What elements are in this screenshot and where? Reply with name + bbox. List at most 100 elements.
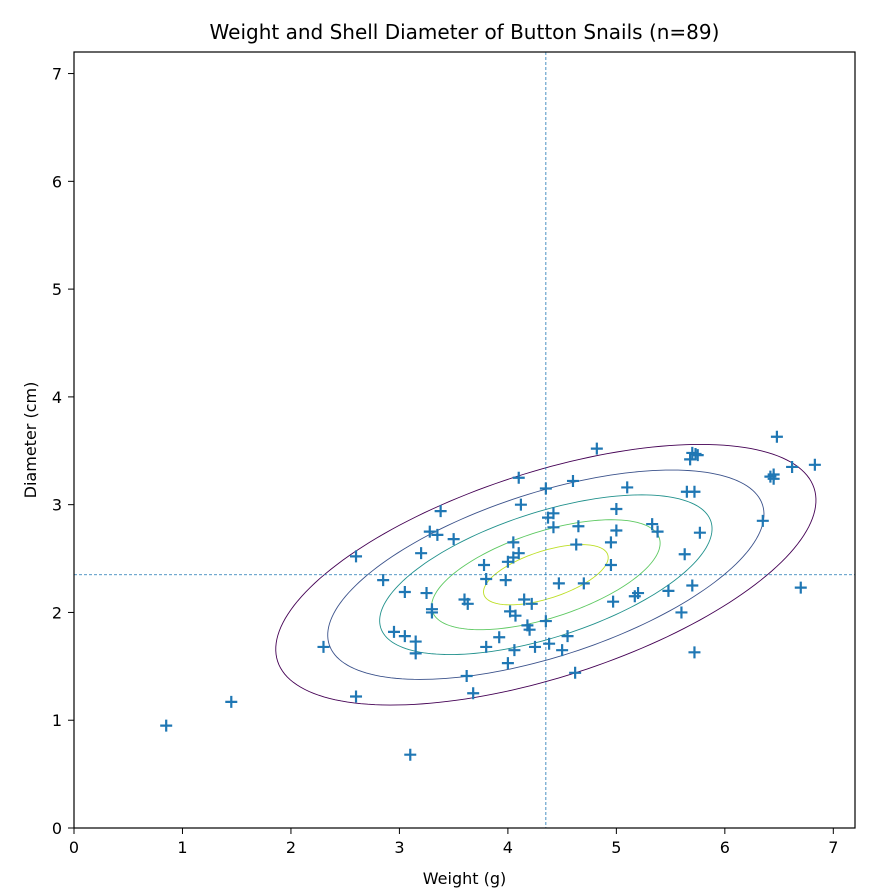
contour-line bbox=[327, 469, 765, 680]
plot-area: 0 1 2 3 4 5 6 7 0 1 2 3 4 5 6 7 bbox=[52, 51, 856, 857]
contour-line bbox=[275, 443, 817, 706]
data-point bbox=[317, 640, 330, 653]
data-point bbox=[561, 630, 574, 643]
x-tick-label: 5 bbox=[611, 838, 621, 857]
data-point bbox=[415, 547, 428, 560]
data-point bbox=[434, 505, 447, 518]
data-point bbox=[350, 550, 363, 563]
data-point bbox=[621, 481, 634, 494]
data-point bbox=[547, 507, 560, 520]
data-point bbox=[610, 502, 623, 515]
data-point bbox=[350, 690, 363, 703]
data-point bbox=[431, 528, 444, 541]
data-point bbox=[460, 670, 473, 683]
data-point bbox=[662, 584, 675, 597]
data-point bbox=[590, 442, 603, 455]
data-point bbox=[404, 748, 417, 761]
data-point bbox=[509, 609, 522, 622]
data-point bbox=[461, 597, 474, 610]
data-point bbox=[607, 595, 620, 608]
x-tick-label: 3 bbox=[394, 838, 404, 857]
data-point bbox=[756, 514, 769, 527]
data-point bbox=[480, 640, 493, 653]
data-point bbox=[684, 453, 697, 466]
y-tick-label: 0 bbox=[52, 819, 62, 838]
y-tick-label: 4 bbox=[52, 388, 62, 407]
data-point bbox=[478, 559, 491, 572]
data-point bbox=[688, 646, 701, 659]
x-tick-label: 1 bbox=[177, 838, 187, 857]
data-point bbox=[447, 533, 460, 546]
data-point bbox=[501, 657, 514, 670]
data-point bbox=[632, 587, 645, 600]
data-point bbox=[420, 587, 433, 600]
data-point bbox=[398, 630, 411, 643]
data-point bbox=[409, 647, 422, 660]
data-point bbox=[543, 637, 556, 650]
data-point bbox=[518, 593, 531, 606]
data-point bbox=[604, 559, 617, 572]
x-tick-label: 6 bbox=[720, 838, 730, 857]
data-point bbox=[572, 520, 585, 533]
data-point bbox=[514, 498, 527, 511]
x-tick-label: 0 bbox=[69, 838, 79, 857]
data-point bbox=[539, 482, 552, 495]
data-point bbox=[678, 548, 691, 561]
data-point bbox=[556, 644, 569, 657]
data-point bbox=[767, 472, 780, 485]
data-point bbox=[604, 536, 617, 549]
data-point bbox=[691, 449, 704, 462]
data-point bbox=[770, 430, 783, 443]
data-point bbox=[808, 458, 821, 471]
x-tick-label: 2 bbox=[286, 838, 296, 857]
data-point bbox=[794, 581, 807, 594]
data-point bbox=[525, 597, 538, 610]
y-tick-label: 1 bbox=[52, 711, 62, 730]
y-tick-label: 6 bbox=[52, 172, 62, 191]
data-point bbox=[225, 695, 238, 708]
x-tick-label: 7 bbox=[828, 838, 838, 857]
data-point bbox=[493, 631, 506, 644]
data-point bbox=[566, 474, 579, 487]
data-point bbox=[786, 460, 799, 473]
data-point bbox=[646, 518, 659, 531]
contour-line bbox=[379, 494, 713, 656]
y-tick-label: 2 bbox=[52, 603, 62, 622]
data-point bbox=[523, 623, 536, 636]
plot-frame bbox=[73, 51, 856, 829]
data-point bbox=[398, 585, 411, 598]
data-point bbox=[610, 524, 623, 537]
data-point bbox=[467, 687, 480, 700]
data-point bbox=[423, 525, 436, 538]
data-point bbox=[409, 635, 422, 648]
data-point bbox=[552, 577, 565, 590]
data-point bbox=[512, 547, 525, 560]
data-point bbox=[425, 606, 438, 619]
data-point bbox=[507, 536, 520, 549]
y-axis-label: Diameter (cm) bbox=[21, 382, 40, 499]
y-tick-label: 5 bbox=[52, 280, 62, 299]
data-point bbox=[480, 573, 493, 586]
data-point bbox=[570, 538, 583, 551]
data-point bbox=[508, 644, 521, 657]
data-point bbox=[539, 615, 552, 628]
data-point bbox=[688, 485, 701, 498]
data-point bbox=[499, 574, 512, 587]
data-point bbox=[547, 521, 560, 534]
data-point bbox=[693, 526, 706, 539]
data-point bbox=[512, 471, 525, 484]
y-tick-label: 3 bbox=[52, 496, 62, 515]
data-point bbox=[377, 574, 390, 587]
x-axis-label: Weight (g) bbox=[423, 869, 506, 888]
data-point bbox=[686, 579, 699, 592]
data-point bbox=[569, 666, 582, 679]
data-point bbox=[529, 640, 542, 653]
chart-title: Weight and Shell Diameter of Button Snai… bbox=[210, 20, 720, 44]
x-tick-label: 4 bbox=[503, 838, 513, 857]
data-point bbox=[651, 525, 664, 538]
data-point bbox=[577, 577, 590, 590]
data-point bbox=[675, 606, 688, 619]
